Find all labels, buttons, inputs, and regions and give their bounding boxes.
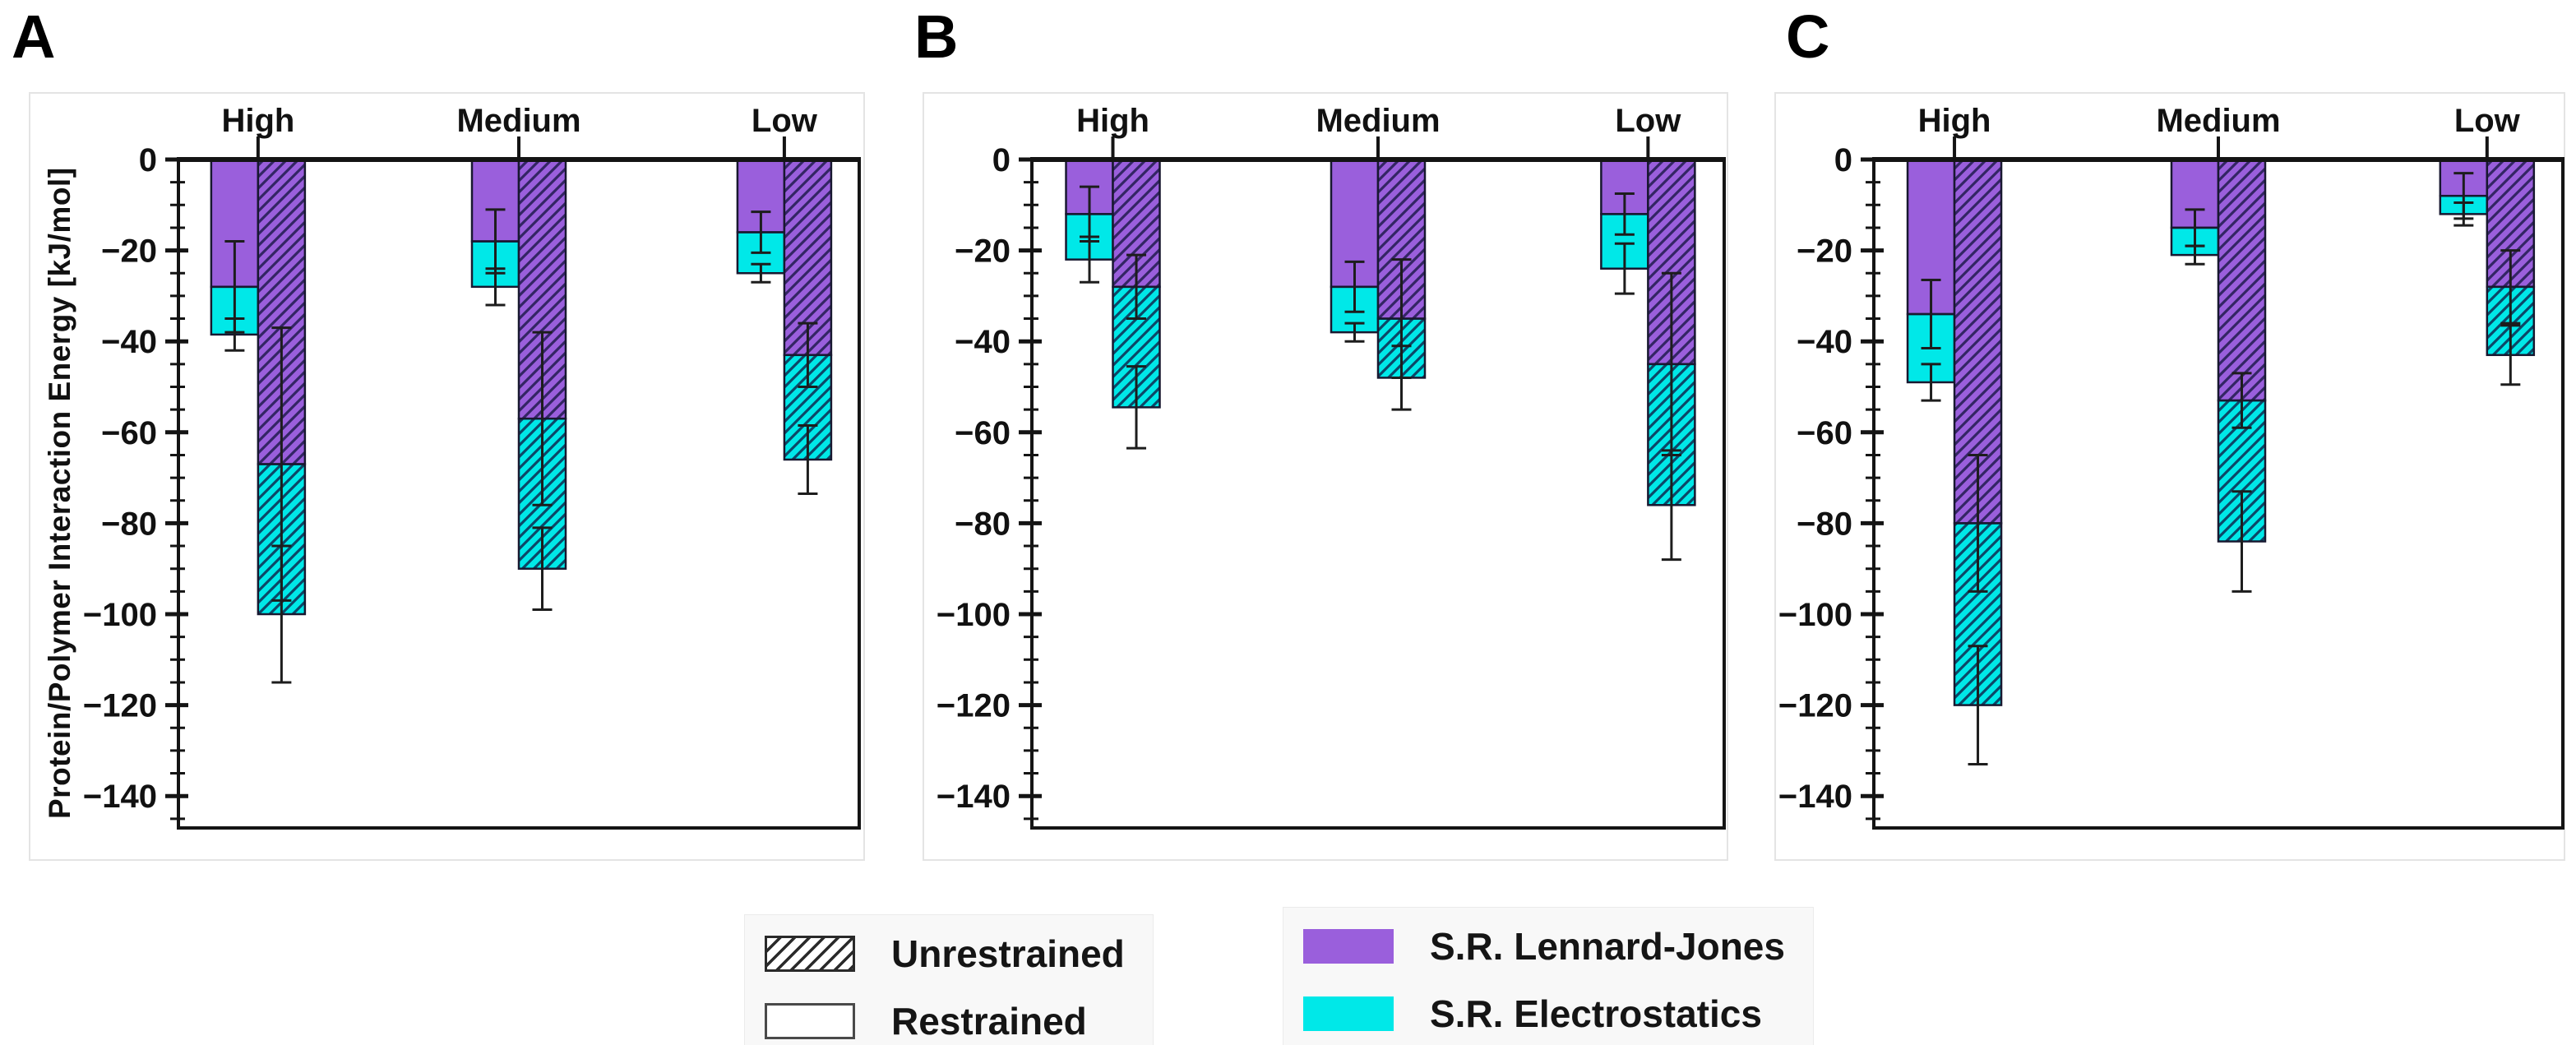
- y-tick-label: −120: [1778, 688, 1852, 724]
- category-label-medium: Medium: [456, 103, 580, 139]
- error-bar: [798, 321, 818, 388]
- y-tick-label: −20: [101, 234, 157, 270]
- error-bar: [1921, 279, 1941, 349]
- error-bar: [751, 262, 771, 284]
- legend-color-group: S.R. Lennard-Jones S.R. Electrostatics: [1283, 907, 1814, 1045]
- y-tick-label: −100: [937, 597, 1011, 633]
- error-bar: [2500, 249, 2521, 325]
- error-bar: [1968, 645, 1988, 765]
- bar-low-unrestrained: [783, 158, 833, 461]
- error-bar: [751, 210, 771, 254]
- error-bar: [224, 317, 245, 352]
- error-bar: [2231, 372, 2252, 429]
- y-tick-label: −100: [83, 597, 157, 633]
- error-bar: [1126, 253, 1147, 321]
- y-tick-label: −140: [83, 779, 157, 815]
- error-bar: [798, 424, 818, 495]
- legend-item-restrained: Restrained: [765, 999, 1125, 1043]
- bar-high-unrestrained: [1953, 158, 2003, 706]
- chart-svg-c: High Medium Low 0 −20 −40 −60 −80 −100 −120 −140: [1778, 103, 2564, 830]
- y-tick-label: −100: [1778, 597, 1852, 633]
- error-bar: [1344, 260, 1365, 313]
- panel-letter-c: C: [1786, 2, 1830, 71]
- y-tick-label: −60: [955, 415, 1011, 451]
- legend-item-lennard-jones: S.R. Lennard-Jones: [1303, 924, 1785, 969]
- legend-label-lennard-jones: S.R. Lennard-Jones: [1430, 925, 1785, 968]
- error-bar: [532, 526, 553, 611]
- y-tick-label: 0: [1834, 142, 1852, 178]
- y-tick-label: −80: [101, 506, 157, 542]
- category-label-medium: Medium: [2156, 103, 2280, 139]
- y-tick-label: −120: [937, 688, 1011, 724]
- electrostatics-color-swatch: [1303, 996, 1394, 1031]
- error-bar: [1614, 242, 1635, 295]
- chart-panel-c: High Medium Low 0 −20 −40 −60 −80 −100 −120 −140: [1774, 92, 2565, 861]
- category-label-high: High: [221, 103, 294, 139]
- y-tick-label: −60: [101, 415, 157, 451]
- error-bar: [1344, 321, 1365, 343]
- error-bar: [1968, 453, 1988, 593]
- y-tick-label: −60: [1797, 415, 1852, 451]
- error-bar: [1614, 192, 1635, 236]
- category-label-low: Low: [2454, 103, 2521, 139]
- lennard-jones-color-swatch: [1303, 929, 1394, 964]
- error-bar: [1126, 365, 1147, 450]
- y-tick-label: 0: [992, 142, 1011, 178]
- y-tick-label: −120: [83, 688, 157, 724]
- legend-item-electrostatics: S.R. Electrostatics: [1303, 992, 1785, 1036]
- category-label-high: High: [1076, 103, 1149, 139]
- chart-panel-b: High Medium Low 0 −20 −40 −60 −80 −100 −120 −140: [923, 92, 1728, 861]
- error-bar: [1661, 449, 1681, 562]
- chart-panel-a: Protein/Polymer Interaction Energy [kJ/m…: [29, 92, 865, 861]
- legend-item-unrestrained: Unrestrained: [765, 932, 1125, 976]
- error-bar: [485, 267, 506, 307]
- bar-medium-unrestrained: [1376, 158, 1427, 379]
- error-bar: [532, 331, 553, 506]
- legend-label-unrestrained: Unrestrained: [891, 932, 1125, 975]
- y-tick-label: −80: [955, 506, 1011, 542]
- error-bar: [2500, 324, 2521, 386]
- error-bar: [2231, 490, 2252, 593]
- category-label-low: Low: [752, 103, 818, 139]
- chart-svg-a: High Medium Low 0 −20 −40 −60 −80 −100 −120 −140: [83, 103, 861, 830]
- unrestrained-hatch-swatch: [765, 936, 855, 972]
- chart-svg-b: High Medium Low 0 −20 −40 −60 −80 −100 −120 −140: [937, 103, 1726, 830]
- error-bar: [1921, 363, 1941, 402]
- legend-label-restrained: Restrained: [891, 1000, 1087, 1043]
- y-tick-label: −20: [955, 234, 1011, 270]
- y-tick-label: −20: [1797, 234, 1852, 270]
- y-tick-label: −140: [937, 779, 1011, 815]
- legend-label-electrostatics: S.R. Electrostatics: [1430, 992, 1762, 1035]
- error-bar: [271, 544, 292, 684]
- category-label-high: High: [1918, 103, 1991, 139]
- y-tick-label: −40: [955, 324, 1011, 360]
- error-bar: [2185, 244, 2205, 266]
- category-label-medium: Medium: [1316, 103, 1440, 139]
- error-bar: [2453, 201, 2474, 227]
- restrained-plain-swatch: [765, 1003, 855, 1039]
- error-bar: [1391, 344, 1412, 411]
- y-tick-label: −40: [1797, 324, 1852, 360]
- error-bar: [1080, 235, 1100, 284]
- y-tick-label: −40: [101, 324, 157, 360]
- legend-pattern-group: Unrestrained Restrained: [744, 914, 1154, 1045]
- category-label-low: Low: [1615, 103, 1681, 139]
- panel-letter-a: A: [12, 2, 56, 71]
- y-tick-label: −140: [1778, 779, 1852, 815]
- bar-medium-unrestrained: [2217, 158, 2267, 543]
- y-tick-label: 0: [139, 142, 157, 178]
- panel-letter-b: B: [914, 2, 959, 71]
- y-tick-label: −80: [1797, 506, 1852, 542]
